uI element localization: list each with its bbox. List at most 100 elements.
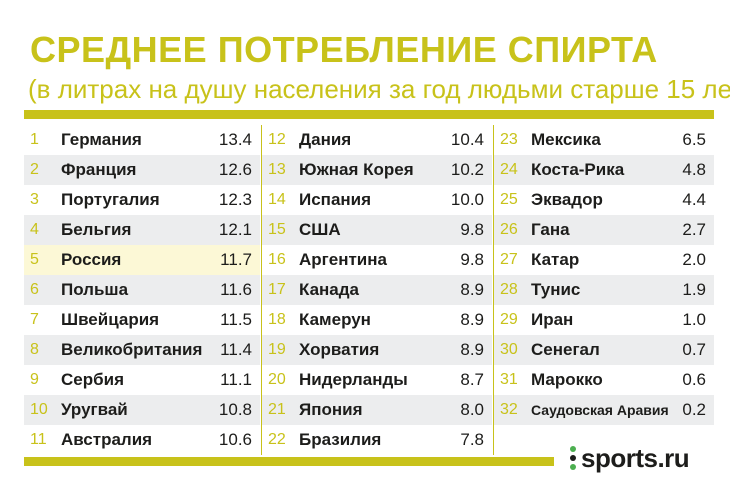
logo-dots-icon <box>570 446 576 470</box>
table-row: 20 Нидерланды 8.7 <box>262 365 492 395</box>
logo-text: sports.ru <box>581 442 690 473</box>
table-row: 8 Великобритания 11.4 <box>24 335 260 365</box>
table-row: 3 Португалия 12.3 <box>24 185 260 215</box>
country-name: Дания <box>299 130 352 149</box>
country-name: Мексика <box>531 130 601 149</box>
consumption-value: 10.6 <box>218 430 252 449</box>
sports-ru-logo: sports.ru <box>570 440 690 476</box>
country-name: Иран <box>531 310 574 329</box>
country-name: Польша <box>61 280 129 299</box>
country-name: Тунис <box>531 280 581 299</box>
rank-number: 32 <box>500 401 518 418</box>
rank-number: 25 <box>500 191 518 208</box>
consumption-value: 10.0 <box>450 190 484 209</box>
rank-number: 30 <box>500 341 518 358</box>
country-name: Нидерланды <box>299 370 408 389</box>
rank-number: 10 <box>30 401 48 418</box>
rank-number: 1 <box>30 131 39 148</box>
rank-number: 27 <box>500 251 518 268</box>
rank-number: 9 <box>30 371 39 388</box>
column-divider <box>261 125 262 455</box>
consumption-value: 8.0 <box>460 400 484 419</box>
table-row: 23 Мексика 6.5 <box>494 125 714 155</box>
rank-number: 31 <box>500 371 518 388</box>
rank-number: 2 <box>30 161 39 178</box>
rank-number: 12 <box>268 131 286 148</box>
consumption-value: 7.8 <box>460 430 484 449</box>
rank-number: 4 <box>30 221 39 238</box>
consumption-value: 13.4 <box>218 130 252 149</box>
table-row: 19 Хорватия 8.9 <box>262 335 492 365</box>
table-row: 5 Россия 11.7 <box>24 245 260 275</box>
consumption-value: 1.9 <box>682 280 706 299</box>
chart-title: СРЕДНЕЕ ПОТРЕБЛЕНИЕ СПИРТА <box>30 29 658 70</box>
table-row: 26 Гана 2.7 <box>494 215 714 245</box>
country-name: Гана <box>531 220 570 239</box>
consumption-value: 9.8 <box>460 220 484 239</box>
table-row: 28 Тунис 1.9 <box>494 275 714 305</box>
rank-number: 18 <box>268 311 286 328</box>
country-name: Канада <box>299 280 360 299</box>
table-row: 22 Бразилия 7.8 <box>262 425 492 455</box>
rank-number: 29 <box>500 311 518 328</box>
country-name: Франция <box>61 160 137 179</box>
consumption-value: 8.9 <box>460 340 484 359</box>
top-accent-bar <box>24 110 714 119</box>
consumption-value: 11.4 <box>220 340 252 359</box>
chart-subtitle: (в литрах на душу населения за год людьм… <box>28 74 730 104</box>
table-column: 1 Германия 13.4 2 Франция 12.6 3 Португалия 12.3… <box>24 125 260 455</box>
consumption-value: 2.0 <box>682 250 706 269</box>
rank-number: 16 <box>268 251 286 268</box>
consumption-value: 11.5 <box>220 310 252 329</box>
column-divider <box>493 125 494 455</box>
consumption-value: 10.8 <box>218 400 252 419</box>
consumption-value: 8.9 <box>460 280 484 299</box>
rank-number: 7 <box>30 311 39 328</box>
table-row: 15 США 9.8 <box>262 215 492 245</box>
country-name: Сербия <box>61 370 124 389</box>
country-name: Швейцария <box>61 310 160 329</box>
country-name: Марокко <box>531 370 603 389</box>
table-column: 23 Мексика 6.5 24 Коста-Рика 4.8 25 Эквадор 4.4 2… <box>494 125 714 455</box>
consumption-value: 0.7 <box>682 340 706 359</box>
rank-number: 19 <box>268 341 286 358</box>
table-row: 13 Южная Корея 10.2 <box>262 155 492 185</box>
table-row: 10 Уругвай 10.8 <box>24 395 260 425</box>
rank-number: 22 <box>268 431 286 448</box>
consumption-value: 11.7 <box>220 250 252 269</box>
consumption-value: 12.6 <box>218 160 252 179</box>
country-name: Япония <box>299 400 363 419</box>
consumption-value: 1.0 <box>682 310 706 329</box>
country-name: Россия <box>61 250 122 269</box>
table-row: 24 Коста-Рика 4.8 <box>494 155 714 185</box>
table-row: 29 Иран 1.0 <box>494 305 714 335</box>
consumption-value: 9.8 <box>460 250 484 269</box>
table-row: 17 Канада 8.9 <box>262 275 492 305</box>
rank-number: 24 <box>500 161 518 178</box>
country-name: Австралия <box>61 430 153 449</box>
consumption-value: 11.1 <box>220 370 252 389</box>
table-row: 31 Марокко 0.6 <box>494 365 714 395</box>
rank-number: 20 <box>268 371 286 388</box>
consumption-value: 6.5 <box>682 130 706 149</box>
ranking-table: 1 Германия 13.4 2 Франция 12.6 3 Португалия 12.3… <box>24 125 714 455</box>
country-name: Сенегал <box>531 340 600 359</box>
country-name: Катар <box>531 250 580 269</box>
rank-number: 13 <box>268 161 286 178</box>
country-name: Германия <box>61 130 142 149</box>
country-name: Аргентина <box>299 250 387 269</box>
rank-number: 26 <box>500 221 518 238</box>
country-name: Уругвай <box>61 400 128 419</box>
country-name: Великобритания <box>61 340 203 359</box>
table-row: 7 Швейцария 11.5 <box>24 305 260 335</box>
table-row: 4 Бельгия 12.1 <box>24 215 260 245</box>
rank-number: 17 <box>268 281 286 298</box>
consumption-value: 0.6 <box>682 370 706 389</box>
country-name: Португалия <box>61 190 160 209</box>
table-row: 9 Сербия 11.1 <box>24 365 260 395</box>
consumption-value: 4.4 <box>682 190 706 209</box>
country-name: Камерун <box>299 310 371 329</box>
table-row: 16 Аргентина 9.8 <box>262 245 492 275</box>
rank-number: 5 <box>30 251 39 268</box>
table-row: 30 Сенегал 0.7 <box>494 335 714 365</box>
